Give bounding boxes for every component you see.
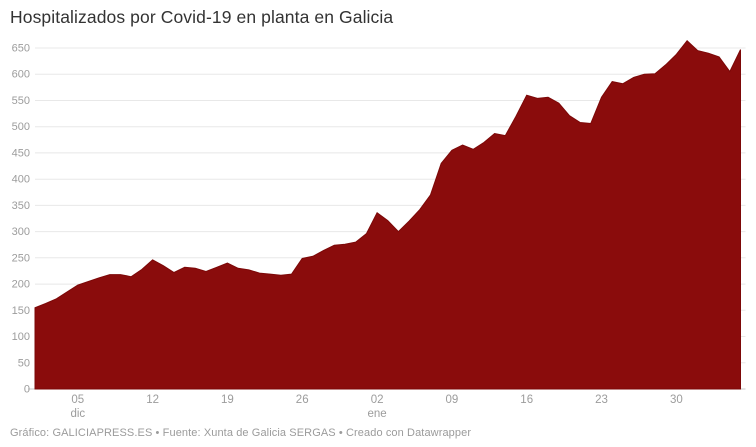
y-axis-label: 100 — [12, 331, 30, 343]
chart-title: Hospitalizados por Covid-19 en planta en… — [10, 7, 394, 27]
y-axis-label: 450 — [12, 147, 30, 159]
x-axis-label: 12 — [146, 394, 159, 406]
y-axis-label: 150 — [12, 305, 30, 317]
y-axis-label: 600 — [12, 69, 30, 81]
x-axis-label: 16 — [520, 394, 533, 406]
x-axis-label: 19 — [221, 394, 234, 406]
x-axis-label: 23 — [595, 394, 608, 406]
area-chart: 0501001502002503003504004505005506006500… — [12, 39, 746, 420]
y-axis-label: 400 — [12, 174, 30, 186]
x-axis-label: 05 — [71, 394, 84, 406]
x-axis-label: 30 — [670, 394, 683, 406]
x-axis-label: 02 — [371, 394, 384, 406]
y-axis-label: 550 — [12, 95, 30, 107]
x-axis-label: 09 — [446, 394, 459, 406]
x-axis-label: 26 — [296, 394, 309, 406]
y-axis-label: 500 — [12, 121, 30, 133]
x-axis-month-label: dic — [70, 408, 85, 420]
area-series-path — [34, 39, 741, 390]
x-axis-month-label: ene — [368, 408, 387, 420]
y-axis-label: 250 — [12, 252, 30, 264]
y-axis-label: 0 — [24, 384, 30, 396]
y-axis-label: 50 — [18, 357, 30, 369]
chart-footer: Gráfico: GALICIAPRESS.ES • Fuente: Xunta… — [10, 427, 472, 439]
y-axis-label: 650 — [12, 43, 30, 55]
y-axis-label: 200 — [12, 279, 30, 291]
y-axis-label: 350 — [12, 200, 30, 212]
y-axis-label: 300 — [12, 226, 30, 238]
